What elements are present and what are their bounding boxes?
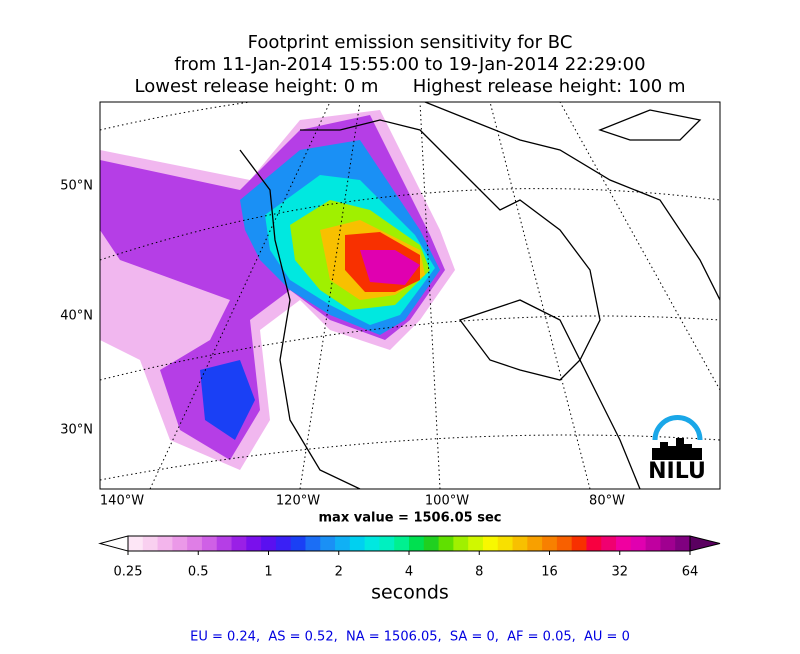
max-note: max value = 1506.05 sec bbox=[319, 511, 502, 526]
colorbar-segment bbox=[630, 536, 647, 551]
colorbar-segment bbox=[231, 536, 247, 551]
lon-label: 140°W bbox=[100, 494, 144, 509]
lon-label: 80°W bbox=[589, 494, 625, 509]
map-area: NILU bbox=[100, 102, 720, 489]
colorbar-segment bbox=[216, 536, 233, 551]
lon-label: 100°W bbox=[425, 494, 469, 509]
colorbar-segment bbox=[497, 536, 514, 551]
title-line: Footprint emission sensitivity for BC bbox=[248, 32, 573, 53]
lon-label: 120°W bbox=[276, 494, 320, 509]
colorbar-segment bbox=[556, 536, 573, 551]
colorbar-segment bbox=[261, 536, 277, 551]
colorbar-segment bbox=[409, 536, 425, 551]
colorbar-segment bbox=[379, 536, 395, 551]
colorbar-segment bbox=[187, 536, 203, 551]
colorbar-extend-high bbox=[689, 535, 721, 552]
colorbar-segment bbox=[246, 536, 262, 551]
colorbar-segment bbox=[142, 536, 159, 551]
colorbar-tick-label: 1 bbox=[264, 565, 272, 580]
colorbar-segment bbox=[571, 536, 587, 551]
colorbar-segment bbox=[157, 536, 173, 551]
logo-text: NILU bbox=[648, 459, 706, 484]
colorbar-segment bbox=[527, 536, 543, 551]
colorbar-tick-label: 32 bbox=[611, 565, 628, 580]
colorbar-tick-label: 0.5 bbox=[188, 565, 209, 580]
colorbar-segment bbox=[335, 536, 351, 551]
colorbar-segment bbox=[364, 536, 380, 551]
colorbar-segment bbox=[172, 536, 188, 551]
colorbar-extend-low bbox=[98, 535, 129, 552]
lat-label: 40°N bbox=[60, 309, 93, 324]
colorbar-segment bbox=[586, 536, 602, 551]
map-frame bbox=[99, 101, 721, 490]
colorbar-segment bbox=[601, 536, 617, 551]
colorbar-segment bbox=[275, 536, 292, 551]
lat-label: 30°N bbox=[60, 423, 93, 438]
colorbar-segment bbox=[305, 536, 321, 551]
title-line: from 11-Jan-2014 15:55:00 to 19-Jan-2014… bbox=[174, 54, 645, 75]
colorbar-tick-label: 16 bbox=[541, 565, 558, 580]
footer-text: EU = 0.24, AS = 0.52, NA = 1506.05, SA =… bbox=[190, 630, 630, 645]
colorbar-segment bbox=[542, 536, 558, 551]
colorbar-segment bbox=[512, 536, 528, 551]
colorbar-segment bbox=[394, 536, 410, 551]
colorbar-segment bbox=[320, 536, 336, 551]
colorbar-segment bbox=[645, 536, 661, 551]
colorbar-tick-label: 0.25 bbox=[114, 565, 143, 580]
lat-label: 50°N bbox=[60, 179, 93, 194]
colorbar-segment bbox=[201, 536, 218, 551]
colorbar-segment bbox=[128, 536, 144, 551]
colorbar-tick-label: 8 bbox=[475, 565, 483, 580]
colorbar-segment bbox=[616, 536, 632, 551]
colorbar-tick-label: 4 bbox=[405, 565, 413, 580]
colorbar-segment bbox=[290, 536, 306, 551]
colorbar-segment bbox=[468, 536, 484, 551]
colorbar-segment bbox=[482, 536, 499, 551]
colorbar-segment bbox=[660, 536, 676, 551]
colorbar-label: seconds bbox=[371, 582, 449, 604]
colorbar-tick-label: 2 bbox=[335, 565, 343, 580]
colorbar-segment bbox=[453, 536, 469, 551]
colorbar-segment bbox=[349, 536, 366, 551]
title-line: Lowest release height: 0 m Highest relea… bbox=[135, 76, 686, 97]
colorbar-segment bbox=[438, 536, 454, 551]
colorbar: 0.25 0.5 1 2 4 8 16 32 64 bbox=[98, 535, 721, 580]
colorbar-tick-label: 64 bbox=[682, 565, 699, 580]
colorbar-segment bbox=[423, 536, 440, 551]
colorbar-segment bbox=[675, 536, 691, 551]
